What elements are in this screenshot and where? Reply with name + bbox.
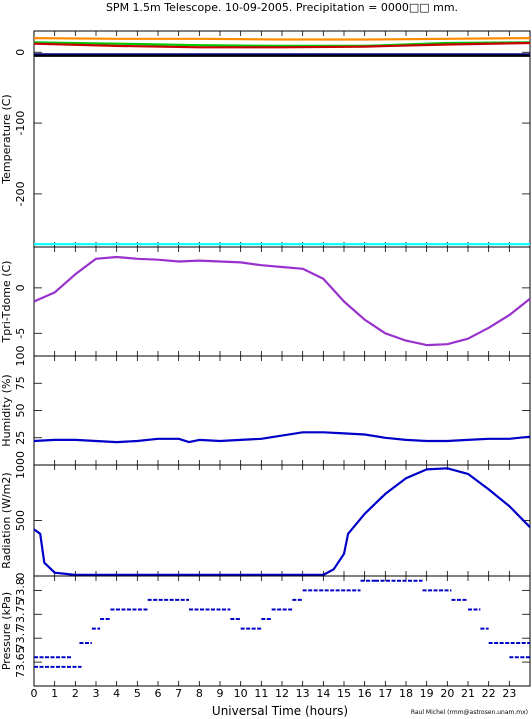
x-tick-label: 0 xyxy=(31,687,38,700)
y-axis-label: Radiation (W/m2) xyxy=(0,472,13,568)
x-tick-label: 1 xyxy=(51,687,58,700)
x-tick-label: 11 xyxy=(254,687,268,700)
credit-note: Raul Michel (rmm@astrosen.unam.mx) xyxy=(411,709,528,716)
y-tick-label: 25 xyxy=(14,431,27,445)
series-line xyxy=(33,41,531,48)
x-tick-label: 6 xyxy=(155,687,162,700)
x-tick-label: 18 xyxy=(399,687,413,700)
y-tick-label: 0 xyxy=(14,573,27,580)
x-tick-label: 10 xyxy=(234,687,248,700)
y-tick-label: 73.75 xyxy=(14,599,27,631)
x-tick-label: 12 xyxy=(275,687,289,700)
panel-frame xyxy=(33,30,531,248)
y-tick-label: 73.8 xyxy=(14,578,27,603)
series-line xyxy=(33,467,531,577)
y-tick-label: 1000 xyxy=(14,451,27,479)
x-axis: 0 1 2 3 4 5 6 7 8 9 10 11 12 13 14 15 16 17 18 19 20 21 22 23 xyxy=(31,687,517,700)
x-tick-label: 23 xyxy=(502,687,516,700)
y-axis-label: Tpri-Tdome (C) xyxy=(0,261,13,344)
panel-frame xyxy=(33,575,531,687)
y-axis-label: Pressure (kPa) xyxy=(0,592,13,670)
y-axis-label: Humidity (%) xyxy=(0,374,13,446)
y-tick-label: 73.7 xyxy=(14,626,27,651)
y-tick-label: 0 xyxy=(14,284,27,291)
y-tick-label: 100 xyxy=(14,346,27,367)
x-tick-label: 15 xyxy=(337,687,351,700)
x-tick-label: 9 xyxy=(217,687,224,700)
x-tick-label: 19 xyxy=(420,687,434,700)
x-tick-label: 17 xyxy=(378,687,392,700)
x-tick-label: 16 xyxy=(358,687,372,700)
x-tick-label: 8 xyxy=(196,687,203,700)
y-tick-label: 0 xyxy=(14,49,27,56)
x-tick-label: 22 xyxy=(482,687,496,700)
x-tick-label: 13 xyxy=(296,687,310,700)
x-tick-label: 20 xyxy=(440,687,454,700)
y-tick-label: 50 xyxy=(14,404,27,418)
panel-frame xyxy=(33,464,531,577)
y-tick-label: 500 xyxy=(14,510,27,531)
series-line xyxy=(33,37,531,41)
series-line xyxy=(33,431,531,444)
panel-frame xyxy=(33,246,531,357)
panel-frame xyxy=(33,355,531,466)
x-tick-label: 14 xyxy=(316,687,330,700)
y-tick-label: -100 xyxy=(14,111,27,136)
x-tick-label: 7 xyxy=(175,687,182,700)
y-axis-label: Temperature (C) xyxy=(0,94,13,184)
y-tick-label: -200 xyxy=(14,181,27,206)
x-tick-label: 4 xyxy=(113,687,120,700)
x-axis-label: Universal Time (hours) xyxy=(212,704,348,718)
y-tick-label: 73.65 xyxy=(14,646,27,678)
y-tick-label: -5 xyxy=(14,328,27,339)
y-tick-label: 75 xyxy=(14,376,27,390)
series-line xyxy=(33,41,531,49)
x-tick-label: 21 xyxy=(461,687,475,700)
x-tick-label: 5 xyxy=(134,687,141,700)
x-tick-label: 2 xyxy=(72,687,79,700)
series-line xyxy=(33,255,531,347)
x-tick-label: 3 xyxy=(93,687,100,700)
chart-title: SPM 1.5m Telescope. 10-09-2005. Precipit… xyxy=(106,1,458,14)
